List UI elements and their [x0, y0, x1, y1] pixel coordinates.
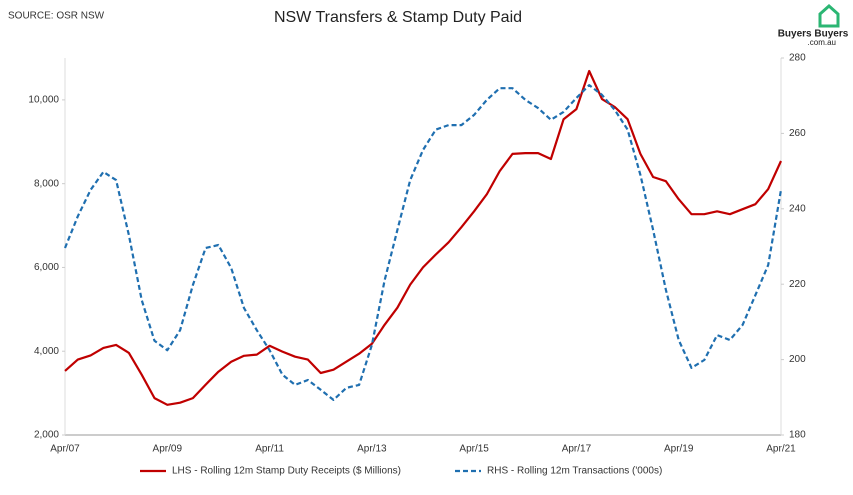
x-tick-label: Apr/07	[50, 444, 80, 455]
chart-title: NSW Transfers & Stamp Duty Paid	[274, 9, 522, 26]
logo-name: Buyers Buyers	[778, 29, 849, 40]
y2-tick-label: 180	[789, 430, 806, 441]
y-tick-label: 2,000	[34, 430, 59, 441]
series-line	[63, 84, 783, 401]
series-line	[64, 69, 783, 406]
y2-tick-label: 280	[789, 53, 806, 64]
y-tick-label: 4,000	[34, 346, 59, 357]
legend-label: LHS - Rolling 12m Stamp Duty Receipts ($…	[172, 466, 401, 477]
x-tick-label: Apr/21	[766, 444, 796, 455]
legend-label: RHS - Rolling 12m Transactions ('000s)	[487, 466, 662, 477]
x-tick-label: Apr/17	[562, 444, 592, 455]
y2-tick-label: 240	[789, 203, 806, 214]
y2-tick-label: 260	[789, 128, 806, 139]
y2-tick-label: 200	[789, 354, 806, 365]
logo-icon	[818, 3, 840, 28]
x-tick-label: Apr/19	[664, 444, 694, 455]
y-tick-label: 10,000	[28, 95, 59, 106]
y-tick-label: 6,000	[34, 262, 59, 273]
x-tick-label: Apr/15	[459, 444, 489, 455]
logo: Buyers Buyers .com.au	[778, 3, 849, 47]
x-tick-label: Apr/09	[153, 444, 183, 455]
source-note: SOURCE: OSR NSW	[8, 11, 105, 22]
x-tick-label: Apr/13	[357, 444, 387, 455]
logo-domain: .com.au	[808, 38, 836, 47]
x-tick-label: Apr/11	[255, 444, 284, 455]
y2-tick-label: 220	[789, 279, 806, 290]
y-tick-label: 8,000	[34, 178, 59, 189]
